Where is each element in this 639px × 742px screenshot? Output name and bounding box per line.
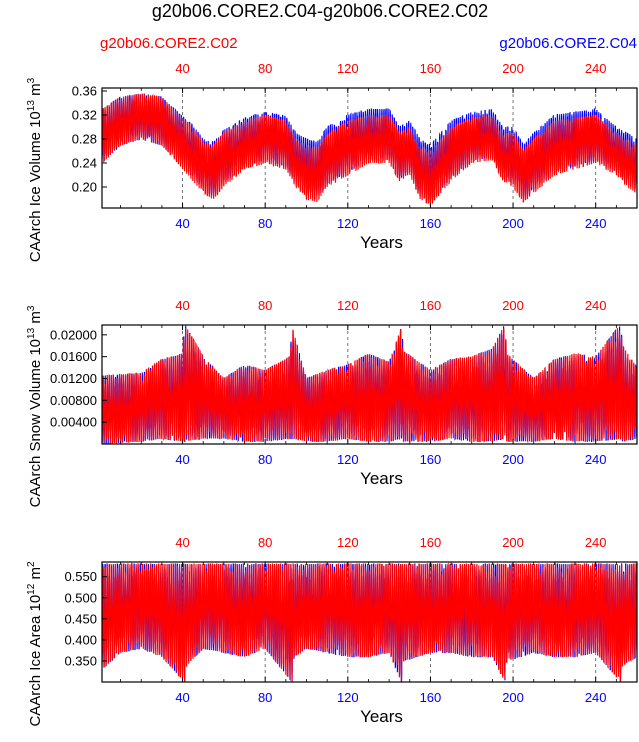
x-axis-label: Years bbox=[360, 233, 403, 252]
y-tick-label: 0.00400 bbox=[50, 415, 97, 430]
figure-title: g20b06.CORE2.C04-g20b06.CORE2.C02 bbox=[152, 1, 488, 21]
x-tick-label-bottom: 120 bbox=[337, 216, 359, 231]
x-tick-label-top: 160 bbox=[420, 61, 442, 76]
y-tick-label: 0.00800 bbox=[50, 393, 97, 408]
series-group bbox=[102, 562, 637, 682]
x-axis-label: Years bbox=[360, 469, 403, 488]
y-axis-label-superscript: 3 bbox=[26, 77, 37, 83]
legend-case-c02: g20b06.CORE2.C02 bbox=[100, 35, 238, 52]
x-tick-label-top: 40 bbox=[175, 535, 189, 550]
series-group bbox=[102, 325, 637, 444]
x-tick-label-top: 120 bbox=[337, 61, 359, 76]
y-axis-label-text: CAArch Ice Volume 10 bbox=[27, 111, 44, 262]
y-tick-label: 0.350 bbox=[64, 653, 97, 668]
x-tick-label-bottom: 120 bbox=[337, 452, 359, 467]
x-tick-label-top: 200 bbox=[502, 535, 524, 550]
y-tick-label: 0.400 bbox=[64, 632, 97, 647]
y-axis-label-text: CAArch Ice Area 10 bbox=[27, 595, 44, 727]
y-tick-label: 0.20 bbox=[72, 180, 97, 195]
y-axis-label: CAArch Ice Area 1012 m2 bbox=[26, 561, 44, 727]
y-tick-label: 0.32 bbox=[72, 108, 97, 123]
y-tick-label: 0.450 bbox=[64, 611, 97, 626]
y-tick-label: 0.36 bbox=[72, 84, 97, 99]
y-axis-label-superscript: 13 bbox=[26, 100, 37, 112]
y-tick-label: 0.01200 bbox=[50, 371, 97, 386]
x-tick-label-top: 160 bbox=[420, 298, 442, 313]
plot-frame bbox=[101, 324, 638, 445]
x-tick-label-top: 160 bbox=[420, 535, 442, 550]
y-axis-label-superscript: 13 bbox=[26, 327, 37, 339]
x-tick-label-bottom: 160 bbox=[420, 452, 442, 467]
x-tick-label-top: 120 bbox=[337, 535, 359, 550]
y-axis-label-text: m bbox=[27, 567, 44, 584]
x-tick-label-top: 40 bbox=[175, 298, 189, 313]
x-tick-label-top: 240 bbox=[585, 298, 607, 313]
x-tick-label-bottom: 240 bbox=[585, 452, 607, 467]
x-tick-label-top: 200 bbox=[502, 61, 524, 76]
y-axis-label: CAArch Ice Volume 1013 m3 bbox=[26, 77, 44, 262]
plot-frame bbox=[101, 87, 638, 209]
x-tick-label-bottom: 40 bbox=[175, 216, 189, 231]
x-tick-label-bottom: 200 bbox=[502, 452, 524, 467]
y-tick-label: 0.24 bbox=[72, 156, 97, 171]
x-tick-label-top: 200 bbox=[502, 298, 524, 313]
x-tick-label-top: 80 bbox=[258, 298, 272, 313]
x-tick-label-top: 120 bbox=[337, 298, 359, 313]
x-tick-label-bottom: 240 bbox=[585, 690, 607, 705]
x-tick-label-bottom: 160 bbox=[420, 690, 442, 705]
x-tick-label-bottom: 80 bbox=[258, 216, 272, 231]
x-tick-label-bottom: 80 bbox=[258, 690, 272, 705]
y-axis-label-superscript: 2 bbox=[26, 561, 37, 567]
x-tick-label-bottom: 40 bbox=[175, 690, 189, 705]
series-line-c02 bbox=[102, 327, 637, 444]
plot-frame bbox=[101, 561, 638, 683]
y-tick-label: 0.02000 bbox=[50, 327, 97, 342]
y-axis-label: CAArch Snow Volume 1013 m3 bbox=[26, 305, 44, 507]
x-tick-label-top: 40 bbox=[175, 61, 189, 76]
series-line-c02 bbox=[102, 562, 637, 682]
legend-case-c04: g20b06.CORE2.C04 bbox=[499, 35, 637, 52]
x-tick-label-top: 240 bbox=[585, 535, 607, 550]
y-tick-label: 0.28 bbox=[72, 132, 97, 147]
y-axis-label-superscript: 3 bbox=[26, 305, 37, 311]
y-tick-label: 0.500 bbox=[64, 590, 97, 605]
x-tick-label-top: 80 bbox=[258, 535, 272, 550]
x-axis-label: Years bbox=[360, 707, 403, 726]
y-tick-label: 0.550 bbox=[64, 569, 97, 584]
chart-panel-2: 40 40 80 80 120 120 160 160 200 200 240 240 0.00400 0… bbox=[26, 298, 638, 507]
x-tick-label-bottom: 200 bbox=[502, 216, 524, 231]
y-axis-label-superscript: 12 bbox=[26, 583, 37, 595]
series-group bbox=[102, 92, 637, 206]
x-tick-label-bottom: 160 bbox=[420, 216, 442, 231]
chart-panel-1: 40 40 80 80 120 120 160 160 200 200 240 240 0.20 0.24… bbox=[26, 61, 638, 262]
x-tick-label-top: 80 bbox=[258, 61, 272, 76]
y-axis-label-text: m bbox=[27, 83, 44, 100]
y-axis-label-text: m bbox=[27, 311, 44, 328]
y-axis-label-text: CAArch Snow Volume 10 bbox=[27, 339, 44, 507]
x-tick-label-bottom: 80 bbox=[258, 452, 272, 467]
series-line-c02 bbox=[102, 93, 637, 206]
x-tick-label-bottom: 240 bbox=[585, 216, 607, 231]
x-tick-label-bottom: 120 bbox=[337, 690, 359, 705]
y-tick-label: 0.01600 bbox=[50, 349, 97, 364]
x-tick-label-bottom: 40 bbox=[175, 452, 189, 467]
chart-panel-3: 40 40 80 80 120 120 160 160 200 200 240 240 0.350 0.4… bbox=[26, 535, 638, 727]
x-tick-label-top: 240 bbox=[585, 61, 607, 76]
chart-panels: 404080801201201601602002002402400.200.24… bbox=[26, 61, 638, 727]
x-tick-label-bottom: 200 bbox=[502, 690, 524, 705]
